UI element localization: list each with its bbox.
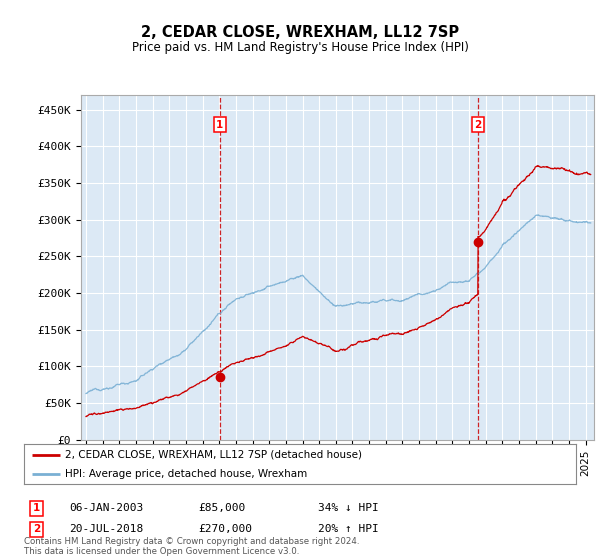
Text: 34% ↓ HPI: 34% ↓ HPI [318,503,379,514]
Text: Price paid vs. HM Land Registry's House Price Index (HPI): Price paid vs. HM Land Registry's House … [131,41,469,54]
Text: 20% ↑ HPI: 20% ↑ HPI [318,524,379,534]
Text: 06-JAN-2003: 06-JAN-2003 [69,503,143,514]
Text: Contains HM Land Registry data © Crown copyright and database right 2024.
This d: Contains HM Land Registry data © Crown c… [24,536,359,556]
Text: £85,000: £85,000 [198,503,245,514]
Text: 20-JUL-2018: 20-JUL-2018 [69,524,143,534]
Text: 2: 2 [33,524,40,534]
Text: 1: 1 [216,119,224,129]
Text: 2: 2 [475,119,482,129]
Text: 1: 1 [33,503,40,514]
Text: HPI: Average price, detached house, Wrexham: HPI: Average price, detached house, Wrex… [65,469,308,478]
Text: 2, CEDAR CLOSE, WREXHAM, LL12 7SP (detached house): 2, CEDAR CLOSE, WREXHAM, LL12 7SP (detac… [65,450,362,460]
Text: 2, CEDAR CLOSE, WREXHAM, LL12 7SP: 2, CEDAR CLOSE, WREXHAM, LL12 7SP [141,25,459,40]
Text: £270,000: £270,000 [198,524,252,534]
